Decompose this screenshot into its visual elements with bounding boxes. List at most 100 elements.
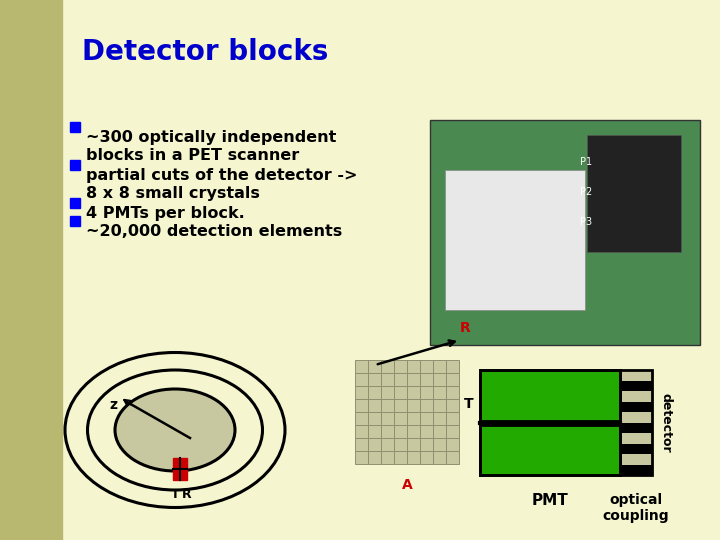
Bar <box>620 370 652 475</box>
Bar <box>446 438 459 451</box>
Bar <box>446 425 459 438</box>
Bar <box>368 438 381 451</box>
Bar <box>407 399 420 412</box>
Bar <box>368 425 381 438</box>
Bar <box>407 425 420 438</box>
Text: P2: P2 <box>580 187 593 197</box>
Bar <box>433 399 446 412</box>
Bar <box>420 412 433 425</box>
Bar <box>355 425 368 438</box>
Bar <box>394 425 407 438</box>
Bar <box>368 386 381 399</box>
Bar <box>381 360 394 373</box>
Bar <box>368 360 381 373</box>
Text: R: R <box>182 488 192 501</box>
Bar <box>381 386 394 399</box>
Text: A: A <box>402 478 413 492</box>
Bar <box>355 438 368 451</box>
Bar <box>407 386 420 399</box>
Bar <box>407 412 420 425</box>
Text: P1: P1 <box>580 157 593 167</box>
Bar <box>620 370 652 381</box>
Bar <box>446 412 459 425</box>
Bar <box>420 438 433 451</box>
Bar <box>368 451 381 464</box>
Text: ~20,000 detection elements: ~20,000 detection elements <box>86 224 342 239</box>
Bar <box>394 438 407 451</box>
Bar <box>420 360 433 373</box>
Bar <box>394 412 407 425</box>
Text: T: T <box>464 397 474 411</box>
Bar <box>381 412 394 425</box>
Text: Detector blocks: Detector blocks <box>82 38 328 66</box>
Bar <box>70 160 80 170</box>
Bar <box>420 451 433 464</box>
Bar <box>480 370 620 475</box>
Bar <box>620 454 652 464</box>
Bar <box>420 425 433 438</box>
Bar <box>407 451 420 464</box>
Text: T: T <box>171 488 179 501</box>
Text: PMT: PMT <box>531 493 568 508</box>
Bar <box>407 438 420 451</box>
Text: detector: detector <box>660 393 672 453</box>
Bar <box>446 360 459 373</box>
Bar <box>355 399 368 412</box>
Bar <box>433 438 446 451</box>
Text: blocks in a PET scanner: blocks in a PET scanner <box>86 148 300 163</box>
Bar <box>173 458 187 480</box>
Bar <box>368 399 381 412</box>
Bar <box>446 373 459 386</box>
Text: ~300 optically independent: ~300 optically independent <box>86 130 336 145</box>
Bar <box>420 399 433 412</box>
Bar <box>355 360 368 373</box>
Text: z: z <box>109 398 117 412</box>
Bar <box>433 412 446 425</box>
Bar <box>368 412 381 425</box>
Bar <box>620 433 652 443</box>
Text: 4 PMTs per block.: 4 PMTs per block. <box>86 206 245 221</box>
Bar <box>620 464 652 475</box>
Bar <box>430 120 700 345</box>
Bar <box>620 422 652 433</box>
Bar <box>433 425 446 438</box>
Bar <box>433 451 446 464</box>
Bar <box>381 425 394 438</box>
Bar <box>394 399 407 412</box>
Bar <box>480 370 620 421</box>
Bar <box>355 451 368 464</box>
Bar <box>70 122 80 132</box>
Bar <box>445 170 585 309</box>
Bar <box>420 386 433 399</box>
Text: R: R <box>459 321 470 335</box>
Bar <box>394 373 407 386</box>
Bar <box>70 198 80 208</box>
Bar <box>394 386 407 399</box>
Bar <box>394 451 407 464</box>
Bar <box>620 402 652 412</box>
Bar <box>446 399 459 412</box>
Bar <box>355 386 368 399</box>
Text: 8 x 8 small crystals: 8 x 8 small crystals <box>86 186 260 201</box>
Bar <box>433 360 446 373</box>
Bar <box>381 373 394 386</box>
Bar <box>381 438 394 451</box>
Bar <box>381 399 394 412</box>
Bar <box>446 451 459 464</box>
Text: optical
coupling: optical coupling <box>603 493 670 523</box>
Bar <box>394 360 407 373</box>
Bar <box>620 443 652 454</box>
Bar <box>433 373 446 386</box>
Bar <box>420 373 433 386</box>
Bar <box>355 373 368 386</box>
Bar <box>407 360 420 373</box>
Bar <box>0 0 62 540</box>
Bar <box>70 216 80 226</box>
Bar <box>433 386 446 399</box>
Bar <box>446 386 459 399</box>
Bar <box>480 424 620 475</box>
Bar <box>620 391 652 402</box>
Text: P3: P3 <box>580 217 593 227</box>
Bar <box>381 451 394 464</box>
Bar <box>587 135 681 252</box>
